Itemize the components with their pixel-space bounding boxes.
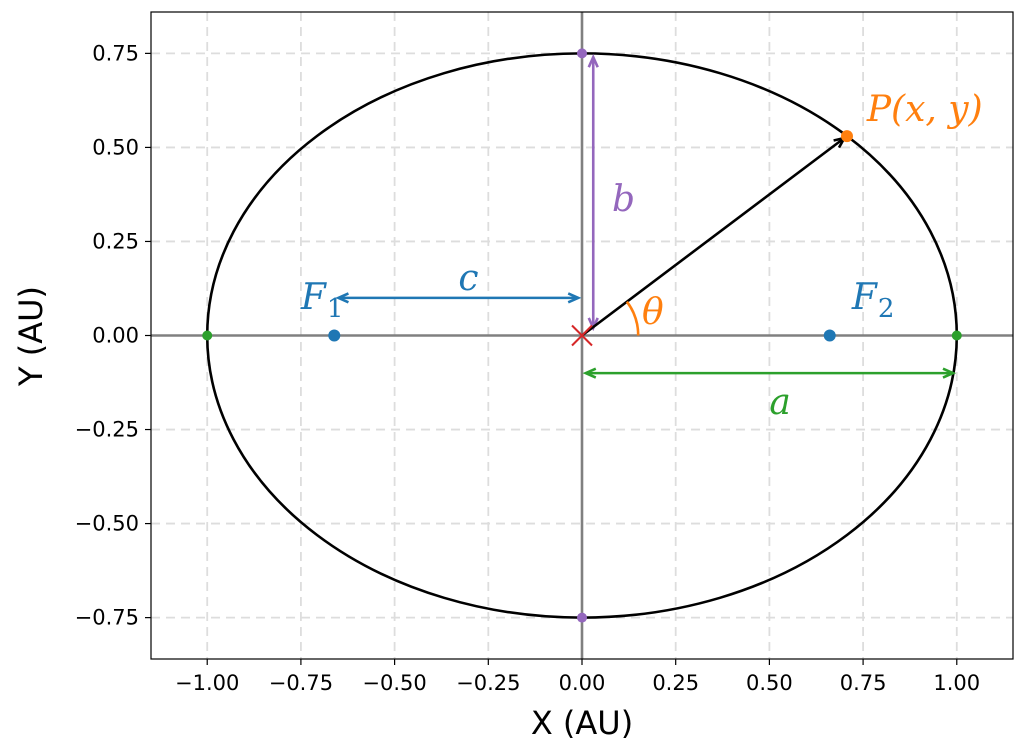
c-label: c	[458, 258, 478, 299]
point-P-label: P(x, y)	[866, 89, 983, 130]
x-tick-label: −0.25	[456, 671, 520, 695]
focus-point-1	[328, 329, 341, 342]
y-tick-label: 0.25	[92, 229, 139, 253]
label-layer: F1 F2 c b θ a P(x, y)	[300, 89, 983, 423]
major-vertex-1	[202, 330, 213, 341]
y-tick-label: 0.00	[92, 324, 139, 348]
y-tick-label: 0.50	[92, 135, 139, 159]
center-marker-b	[571, 324, 593, 347]
radius-arrow-shaft	[581, 136, 846, 337]
minor-vertex-1	[577, 48, 587, 59]
c-arrow-head	[567, 292, 582, 304]
c-arrow-head	[335, 292, 349, 304]
x-axis-title: X (AU)	[531, 704, 633, 742]
a-arrow-head	[942, 367, 957, 379]
y-tick-label: −0.50	[75, 512, 139, 536]
x-tick-label: −0.50	[362, 671, 426, 695]
point-P	[840, 130, 853, 143]
b-arrow-head	[587, 53, 599, 68]
theta-arc	[625, 300, 640, 336]
focus-label-F2: F2	[851, 277, 895, 324]
minor-vertex-2	[577, 612, 587, 623]
y-axis-title: Y (AU)	[12, 286, 50, 387]
x-tick-label: 0.00	[559, 671, 606, 695]
major-vertex-2	[951, 330, 962, 341]
theta-label: θ	[642, 292, 664, 333]
b-label: b	[612, 179, 635, 220]
focus-label-F1: F1	[300, 277, 344, 324]
a-arrow-head	[582, 367, 597, 379]
tick-layer: −1.00 −0.75 −0.50 −0.25 0.00 0.25 0.50 0.75 1.00…	[75, 41, 981, 695]
x-tick-label: 0.50	[746, 671, 793, 695]
x-tick-label: 0.75	[840, 671, 887, 695]
point-layer	[202, 48, 962, 623]
x-tick-label: −1.00	[175, 671, 239, 695]
x-tick-label: 0.25	[652, 671, 699, 695]
arrow-layer	[335, 53, 957, 379]
x-tick-label: 1.00	[933, 671, 980, 695]
y-tick-label: −0.25	[75, 418, 139, 442]
y-tick-label: 0.75	[92, 41, 139, 65]
focus-point-2	[823, 329, 836, 342]
a-label: a	[769, 382, 790, 423]
y-tick-label: −0.75	[75, 606, 139, 630]
x-tick-label: −0.75	[269, 671, 333, 695]
